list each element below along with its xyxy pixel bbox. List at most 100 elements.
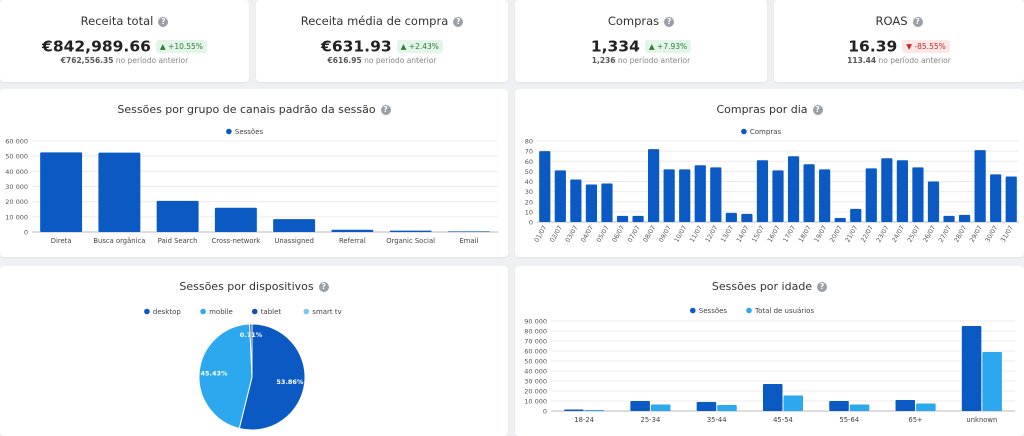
kpi-value: 1,334 bbox=[590, 37, 640, 56]
bar bbox=[710, 167, 722, 222]
help-icon[interactable]: ? bbox=[812, 105, 823, 115]
legend-label: tablet bbox=[261, 308, 282, 316]
bar bbox=[741, 213, 753, 222]
x-tick-label: Unassigned bbox=[274, 237, 314, 245]
x-tick-label: 06/07 bbox=[611, 225, 626, 244]
x-tick-label: 22/07 bbox=[860, 225, 875, 244]
help-icon[interactable]: ? bbox=[817, 282, 828, 292]
y-tick-label: 0 bbox=[24, 229, 28, 237]
bar bbox=[762, 384, 783, 411]
y-tick-label: 20 bbox=[525, 198, 533, 206]
bar bbox=[447, 231, 490, 232]
legend-swatch bbox=[251, 308, 258, 315]
x-tick-label: 05/07 bbox=[596, 225, 611, 244]
y-tick-label: 30 000 bbox=[524, 378, 547, 386]
change-badge: ▲ +7.93% bbox=[644, 40, 692, 53]
bar bbox=[850, 208, 862, 222]
x-tick-label: 14/07 bbox=[735, 225, 750, 244]
kpi-title: Compras bbox=[607, 14, 660, 28]
bar bbox=[895, 400, 916, 411]
help-icon[interactable]: ? bbox=[158, 17, 169, 27]
x-tick-label: Referral bbox=[339, 237, 366, 245]
x-tick-label: 12/07 bbox=[704, 225, 719, 244]
y-tick-label: 40 000 bbox=[5, 168, 28, 176]
bar bbox=[679, 169, 691, 222]
legend-label: Compras bbox=[750, 128, 782, 136]
bar bbox=[156, 200, 199, 232]
bar bbox=[616, 215, 629, 222]
bar bbox=[819, 169, 831, 222]
x-tick-label: 13/07 bbox=[720, 225, 735, 244]
bar bbox=[564, 409, 584, 411]
legend-label: mobile bbox=[209, 308, 233, 316]
y-tick-label: 0 bbox=[543, 408, 547, 416]
x-tick-label: Organic Social bbox=[386, 237, 435, 245]
x-tick-label: 17/07 bbox=[782, 225, 797, 244]
kpi-card-roas: ROAS? 16.39 ▼ -85.55% 113.44 no período a… bbox=[774, 0, 1024, 82]
legend-swatch bbox=[741, 128, 747, 135]
pie-slice bbox=[249, 323, 253, 378]
help-icon[interactable]: ? bbox=[380, 105, 391, 115]
x-tick-label: 01/07 bbox=[533, 225, 548, 244]
y-tick-label: 30 bbox=[525, 188, 533, 196]
x-tick-label: 29/07 bbox=[969, 225, 984, 244]
bar bbox=[273, 219, 316, 232]
change-badge: ▲ +2.43% bbox=[396, 40, 443, 53]
bar bbox=[756, 160, 769, 222]
x-tick-label: Cross-network bbox=[212, 237, 261, 245]
legend-label: Total de usuários bbox=[754, 307, 814, 315]
bar bbox=[585, 184, 598, 222]
chart-title: Sessões por dispositivos bbox=[179, 280, 314, 293]
x-tick-label: 03/07 bbox=[564, 225, 579, 244]
x-tick-label: Busca orgânica bbox=[93, 237, 145, 245]
help-icon[interactable]: ? bbox=[664, 17, 675, 27]
x-tick-label: 55-64 bbox=[839, 416, 859, 424]
y-tick-label: 70 bbox=[525, 148, 533, 156]
change-badge: ▲ +10.55% bbox=[155, 40, 207, 53]
bar bbox=[916, 403, 936, 411]
bar bbox=[98, 152, 141, 232]
bar bbox=[865, 168, 877, 222]
x-tick-label: Paid Search bbox=[158, 237, 198, 245]
kpi-previous: 113.44 no período anterior bbox=[847, 56, 951, 65]
kpi-title: Receita média de compra bbox=[300, 14, 449, 28]
x-tick-label: 26/07 bbox=[922, 225, 937, 244]
bar bbox=[783, 395, 804, 411]
y-tick-label: 10 bbox=[525, 208, 533, 216]
y-tick-label: 20 000 bbox=[524, 388, 547, 396]
help-icon[interactable]: ? bbox=[318, 282, 329, 292]
bar bbox=[849, 404, 870, 411]
bar bbox=[570, 179, 582, 222]
x-tick-label: 02/07 bbox=[549, 225, 564, 244]
legend-swatch bbox=[690, 307, 696, 314]
legend-label: Sessões bbox=[235, 128, 264, 136]
x-tick-label: 65+ bbox=[908, 416, 922, 424]
chart-card-devices: Sessões por dispositivos? desktop mobile t… bbox=[0, 266, 508, 436]
bar bbox=[912, 167, 924, 222]
kpi-card-compras: Compras? 1,334 ▲ +7.93% 1,236 no período … bbox=[515, 0, 767, 82]
help-icon[interactable]: ? bbox=[453, 17, 464, 27]
bar bbox=[961, 326, 982, 411]
y-tick-label: 50 bbox=[525, 168, 533, 176]
bar bbox=[943, 215, 955, 222]
x-tick-label: 31/07 bbox=[1000, 225, 1015, 244]
bar bbox=[40, 152, 83, 232]
x-tick-label: Direta bbox=[51, 237, 72, 245]
legend-swatch bbox=[144, 308, 150, 315]
x-tick-label: 24/07 bbox=[891, 225, 906, 244]
kpi-value: €842,989.66 bbox=[42, 37, 151, 56]
kpi-previous: €762,556.35 no período anterior bbox=[60, 56, 189, 65]
x-tick-label: 25/07 bbox=[907, 225, 922, 244]
bar bbox=[927, 181, 940, 222]
change-badge: ▼ -85.55% bbox=[902, 40, 950, 53]
bar bbox=[772, 170, 784, 222]
pie-slice bbox=[198, 323, 253, 430]
x-tick-label: 20/07 bbox=[829, 225, 844, 244]
y-tick-label: 60 000 bbox=[5, 138, 28, 146]
help-icon[interactable]: ? bbox=[912, 17, 923, 27]
legend-swatch bbox=[746, 307, 752, 314]
y-tick-label: 80 bbox=[525, 138, 533, 146]
ages-bar-chart: Sessões Total de usuários 0 10 000 20 000 30 … bbox=[524, 307, 1015, 424]
x-tick-label: 10/07 bbox=[673, 225, 688, 244]
